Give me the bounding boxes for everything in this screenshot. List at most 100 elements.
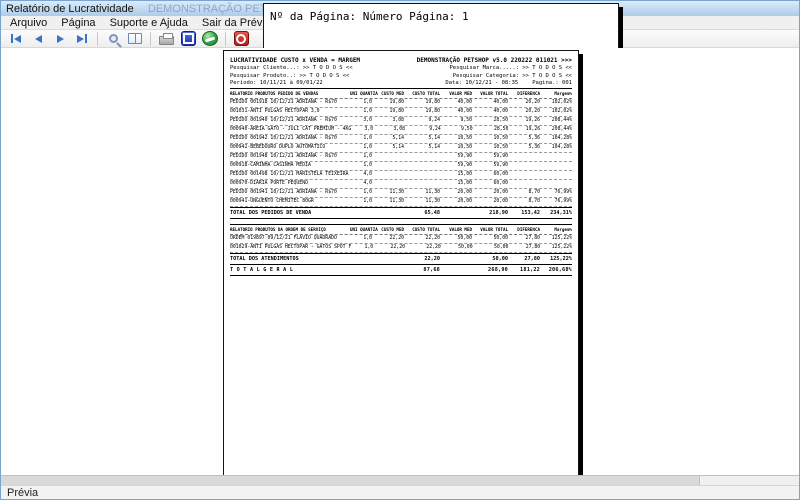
cell: 3,08	[392, 117, 404, 123]
sales-table-row: PEDIDO 001948 10/12/21 ADRIANA - R$70 1,0…	[230, 153, 572, 162]
sales-table-row: PEDIDO 001941 10/12/21 ADRIANA - R$70 1,0…	[230, 189, 572, 198]
cell: 1,0	[363, 99, 372, 105]
cell: 19,80	[425, 99, 440, 105]
cell: 001031-ANTI PULGAS HECTOPAR 3,0	[230, 108, 320, 114]
cell: 000941-UNGUENTO CHEMITEC 80GR	[230, 198, 314, 204]
cell: DIFERENCA	[517, 226, 540, 232]
previous-page-button[interactable]	[27, 31, 49, 47]
sales-table-row: PEDIDO 001940 10/12/21 ADRIANA - R$70 3,0…	[230, 117, 572, 126]
print-preview-area[interactable]: LUCRATIVIDADE CUSTO x VENDA = MARGEM DEM…	[1, 48, 799, 475]
status-text: Prévia	[7, 486, 39, 499]
export-button[interactable]	[199, 31, 221, 47]
exit-preview-button[interactable]	[230, 31, 252, 47]
cell: 1,0	[363, 235, 372, 241]
cell: 15,00	[457, 171, 472, 177]
last-page-button[interactable]	[71, 31, 93, 47]
cell: 19,80	[389, 99, 404, 105]
sales-total-row: TOTAL DOS PEDIDOS DE VENDA 65,48 218,90 153…	[230, 206, 572, 219]
sales-table-row: 000942-BEBEDOURO DUPLO AUTOMATICO 1,0 5,14…	[230, 144, 572, 153]
cell: 50,00	[493, 244, 509, 250]
cell: 20,00	[457, 198, 472, 204]
page-layout-button[interactable]	[124, 31, 146, 47]
cell: 3,0	[363, 117, 372, 123]
next-page-button[interactable]	[49, 31, 71, 47]
cell: 218,90	[489, 209, 508, 216]
filter-categoria: Pesquisar Categoria: >> T O D O S <<	[452, 72, 572, 79]
cell: 59,90	[493, 153, 508, 159]
menu-arquivo[interactable]: Arquivo	[10, 16, 48, 29]
menu-suporte-e-ajuda[interactable]: Suporte e Ajuda	[109, 16, 188, 29]
cell: 3,0	[364, 126, 374, 132]
print-setup-icon	[180, 31, 196, 46]
cell: 1,0	[363, 135, 372, 141]
cell: 19,80	[389, 108, 404, 114]
cell: 102,02%	[551, 99, 572, 105]
cell: PEDIDO 001918 10/12/21 ADRIANA - R$70	[230, 99, 337, 105]
sales-table-row: 000918-CAMINHA CASINHA MEDIA 1,0 59,90 59,9…	[230, 162, 572, 171]
cell: 001029-ANTI PULGAS HECTOPAR - GATOS SPOT…	[230, 244, 352, 250]
cell: VALOR MED	[449, 90, 472, 96]
cell: 5,14	[392, 135, 404, 141]
cell: Margem%	[554, 90, 572, 96]
cell: 4,0	[363, 180, 372, 186]
cell: CUSTO TOTAL	[412, 226, 440, 232]
toolbar-separator	[225, 31, 226, 46]
cell: 20,20	[525, 99, 540, 105]
menu-pagina[interactable]: Página	[61, 16, 96, 29]
cell: 1,0	[363, 198, 372, 204]
cell: 104,28%	[551, 135, 572, 141]
cell: 22,20	[424, 255, 440, 262]
filter-row: Pesquisar Produto..: >> T O D O S << Pes…	[230, 73, 572, 81]
toolbar-separator	[150, 31, 151, 46]
cell: 125,22%	[551, 235, 572, 241]
cell: 8,70	[528, 198, 540, 204]
periodo-label: Período: 10/11/21 à 09/01/22	[230, 80, 323, 86]
cell: 20,20	[525, 108, 540, 114]
filter-marca: Pesquisar Marca.....: >> T O D O S <<	[449, 65, 572, 71]
cell: UNI QUANTIA	[350, 90, 378, 96]
cell: 50,00	[492, 255, 508, 262]
cell: 1,0	[363, 153, 372, 159]
cell: 125,22%	[551, 244, 573, 250]
print-setup-button[interactable]	[177, 31, 199, 47]
cell: PEDIDO 001940 10/12/21 ADRIANA - R$70	[230, 117, 337, 123]
cell: UNI QUANTIA	[350, 226, 378, 232]
cell: PEDIDO 001941 10/12/21 ADRIANA - R$70	[230, 189, 337, 195]
cell: 000940-AREIA GATO - JULI CAT PREMIUM - 4…	[230, 126, 352, 132]
printer-icon	[158, 33, 174, 45]
cell: 19,26	[525, 126, 541, 132]
cell: PEDIDO 001948 10/12/21 ADRIANA - R$70	[230, 153, 337, 159]
sales-table-header: RELATORIO PRODUTOS PEDIDO DE VENDAS UNI Q…	[230, 87, 572, 99]
statusbar-corner-pane	[699, 476, 799, 485]
cell: 208,44%	[551, 117, 572, 123]
cell: 50,00	[493, 235, 508, 241]
cell: VALOR TOTAL	[480, 90, 508, 96]
cell: 3,08	[393, 126, 405, 132]
cell: 40,00	[457, 99, 472, 105]
cell: 87,68	[423, 266, 440, 273]
cell: 125,22%	[550, 255, 572, 262]
print-button[interactable]	[155, 31, 177, 47]
cell: 40,00	[493, 99, 508, 105]
cell: TOTAL DOS ATENDIMENTOS	[230, 255, 299, 262]
zoom-button[interactable]	[102, 31, 124, 47]
cell: T O T A L G E R A L	[230, 266, 294, 273]
cell: 11,30	[425, 189, 440, 195]
demo-banner: DEMONSTRAÇÃO PETSHOP v5.0 220222 011021 …	[416, 57, 572, 64]
sales-table-row: 000941-UNGUENTO CHEMITEC 80GR 1,0 11,30 11,…	[230, 198, 572, 207]
exit-icon	[233, 31, 249, 46]
cell: 50,00	[458, 244, 473, 250]
cell: 20,00	[457, 189, 472, 195]
cell: 15,00	[457, 180, 472, 186]
cell: 234,31%	[550, 209, 572, 216]
first-page-button[interactable]	[5, 31, 27, 47]
book-pages-icon	[128, 33, 142, 44]
cell: 1,0	[364, 244, 374, 250]
report-page: LUCRATIVIDADE CUSTO x VENDA = MARGEM DEM…	[223, 50, 579, 475]
sales-table-row: 000940-AREIA GATO - JULI CAT PREMIUM - 4…	[230, 126, 572, 135]
sales-table-row: 001031-ANTI PULGAS HECTOPAR 3,0 1,0 19,80 1…	[230, 108, 572, 117]
cell: 40,00	[493, 108, 508, 114]
cell: 1,0	[363, 162, 372, 168]
cell: 10,50	[493, 144, 508, 150]
cell: DIFERENCA	[517, 90, 540, 96]
